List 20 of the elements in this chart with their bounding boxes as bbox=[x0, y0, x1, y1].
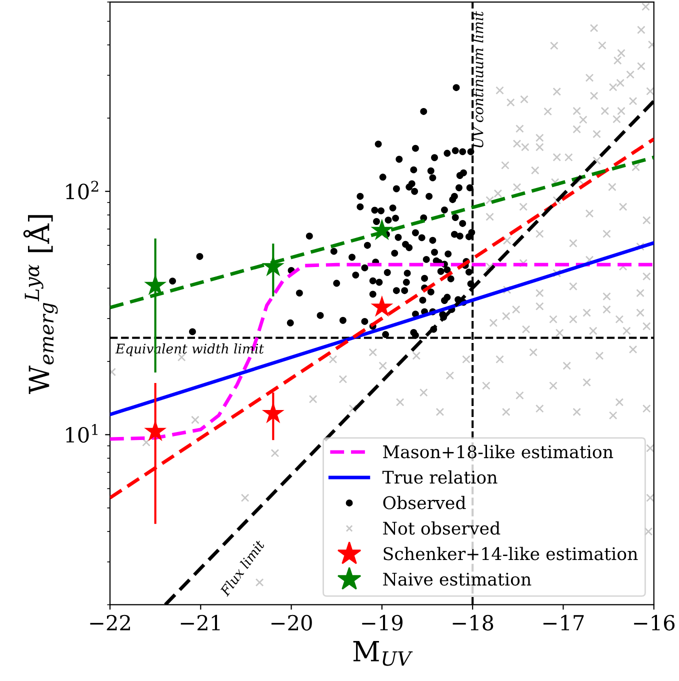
point bbox=[370, 218, 394, 240]
x-tick-label: −21 bbox=[180, 614, 220, 630]
legend-label: True relation bbox=[382, 470, 498, 484]
x-tick-label: −22 bbox=[90, 614, 130, 630]
x-tick-label: −18 bbox=[452, 614, 494, 631]
line-series bbox=[110, 262, 654, 441]
legend-label: Schenker+14-like estimation bbox=[384, 546, 638, 560]
legend-label: Mason+18-like estimation bbox=[383, 444, 614, 458]
x-tick-label: −19 bbox=[362, 614, 403, 631]
point bbox=[370, 295, 394, 317]
x-axis-title: M$_{UV}$ bbox=[353, 640, 413, 666]
legend-label: Observed bbox=[383, 496, 466, 510]
y-tick-label: 10$^{1}$ bbox=[66, 424, 98, 443]
x-tick-label: −16 bbox=[634, 614, 675, 631]
x-tick-label: −20 bbox=[272, 614, 312, 631]
x-tick-label: −17 bbox=[543, 614, 584, 630]
y-axis-title: W$_{emerg}$$^{Lyα}$ [Å] bbox=[23, 215, 58, 394]
legend-label: Naive estimation bbox=[383, 572, 532, 586]
legend-label: Not observed bbox=[383, 521, 500, 535]
y-tick-label: 10$^{2}$ bbox=[66, 180, 98, 200]
